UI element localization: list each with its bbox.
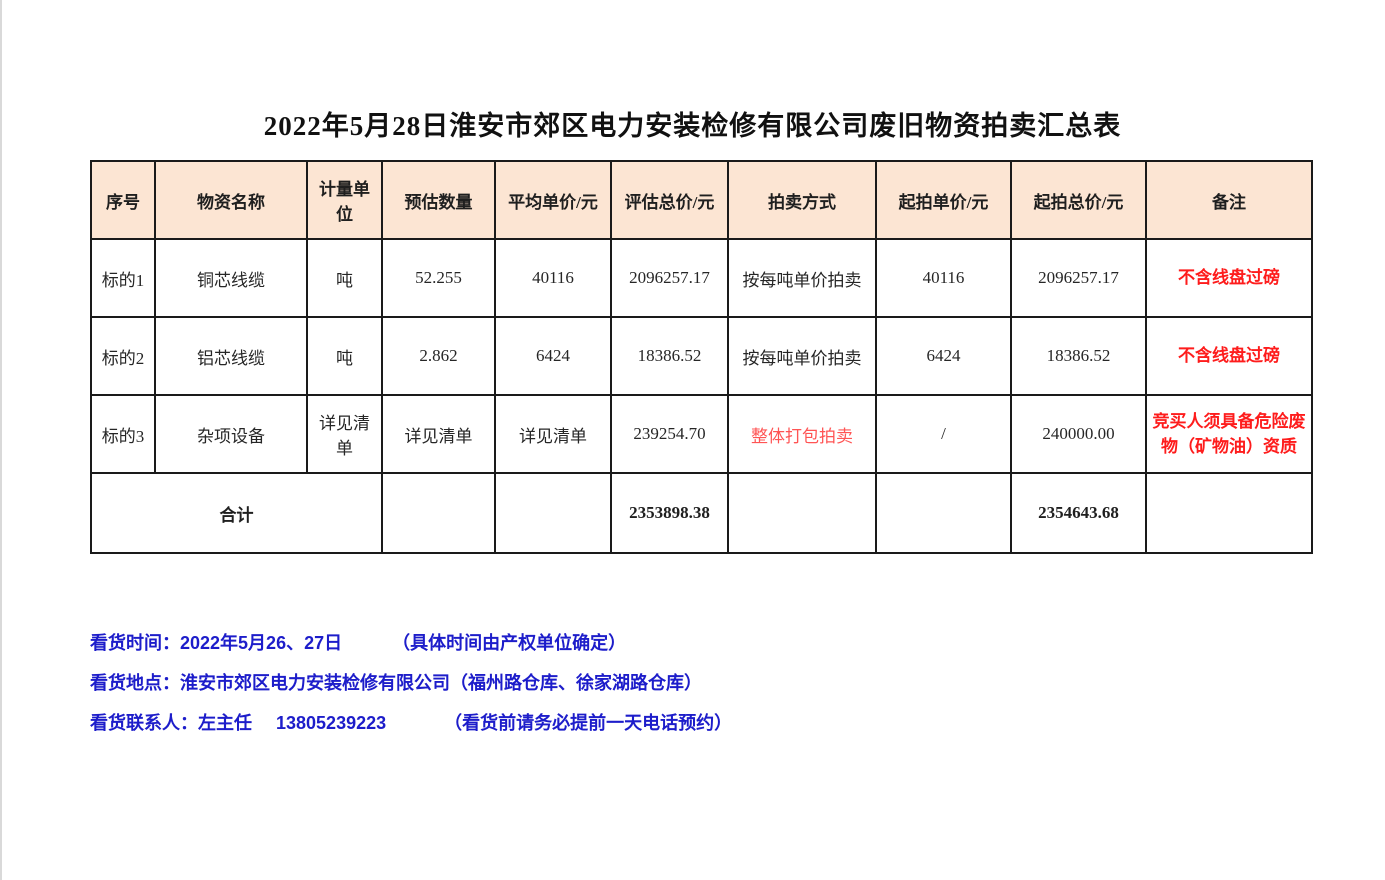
viewing-time-note: （具体时间由产权单位确定）: [392, 633, 627, 653]
contact-note: （看货前请务必提前一天电话预约）: [444, 713, 733, 733]
viewing-time-value: 2022年5月26、27日: [180, 633, 343, 653]
total-assessed-total: 2353898.38: [610, 472, 729, 554]
auction-summary-table: 序号 物资名称 计量单位 预估数量 平均单价/元 评估总价/元 拍卖方式 起拍单…: [90, 160, 1313, 554]
viewing-place-line: 看货地点：淮安市郊区电力安装检修有限公司（福州路仓库、徐家湖路仓库）: [90, 672, 732, 694]
cell-avg-unit-price: 详见清单: [494, 394, 612, 474]
page-title: 2022年5月28日淮安市郊区电力安装检修有限公司废旧物资拍卖汇总表: [263, 111, 1122, 141]
contact-phone: 13805239223: [276, 713, 387, 733]
cell-assessed-total: 2096257.17: [610, 238, 729, 318]
viewing-notes: 看货时间：2022年5月26、27日 （具体时间由产权单位确定） 看货地点：淮安市…: [90, 632, 732, 752]
cell-assessed-total: 239254.70: [610, 394, 729, 474]
cell-material-name: 铝芯线缆: [154, 316, 308, 396]
cell-auction-method: 按每吨单价拍卖: [727, 316, 877, 396]
cell-start-unit-price: 40116: [875, 238, 1012, 318]
viewing-time-line: 看货时间：2022年5月26、27日 （具体时间由产权单位确定）: [90, 632, 732, 654]
contact-name: 左主任: [198, 713, 252, 733]
col-header-start-total-price: 起拍总价/元: [1010, 160, 1147, 240]
page-left-edge: [0, 0, 2, 880]
viewing-time-label: 看货时间：: [90, 633, 180, 653]
cell-start-total-price: 240000.00: [1010, 394, 1147, 474]
viewing-place-value: 淮安市郊区电力安装检修有限公司（福州路仓库、徐家湖路仓库）: [180, 673, 702, 693]
cell-auction-method: 整体打包拍卖: [727, 394, 877, 474]
total-empty-remark: [1145, 472, 1313, 554]
col-header-start-unit-price: 起拍单价/元: [875, 160, 1012, 240]
total-label: 合计: [90, 472, 383, 554]
table-header-row: 序号 物资名称 计量单位 预估数量 平均单价/元 评估总价/元 拍卖方式 起拍单…: [90, 160, 1313, 240]
contact-label: 看货联系人：: [90, 713, 198, 733]
cell-material-name: 杂项设备: [154, 394, 308, 474]
cell-unit: 详见清单: [306, 394, 383, 474]
col-header-seq: 序号: [90, 160, 156, 240]
cell-remark: 竞买人须具备危险废物（矿物油）资质: [1145, 394, 1313, 474]
total-empty-method: [727, 472, 877, 554]
col-header-material-name: 物资名称: [154, 160, 308, 240]
cell-remark: 不含线盘过磅: [1145, 316, 1313, 396]
col-header-auction-method: 拍卖方式: [727, 160, 877, 240]
cell-start-unit-price: /: [875, 394, 1012, 474]
cell-start-unit-price: 6424: [875, 316, 1012, 396]
total-empty-avg-price: [494, 472, 612, 554]
cell-unit: 吨: [306, 238, 383, 318]
viewing-place-label: 看货地点：: [90, 673, 180, 693]
col-header-unit: 计量单位: [306, 160, 383, 240]
table-row-lot1: 标的1 铜芯线缆 吨 52.255 40116 2096257.17 按每吨单价…: [90, 238, 1313, 318]
total-empty-qty: [381, 472, 496, 554]
cell-remark: 不含线盘过磅: [1145, 238, 1313, 318]
col-header-assessed-total: 评估总价/元: [610, 160, 729, 240]
cell-estimated-qty: 52.255: [381, 238, 496, 318]
cell-estimated-qty: 详见清单: [381, 394, 496, 474]
cell-unit: 吨: [306, 316, 383, 396]
cell-seq: 标的2: [90, 316, 156, 396]
total-start-total-price: 2354643.68: [1010, 472, 1147, 554]
table-row-lot3: 标的3 杂项设备 详见清单 详见清单 详见清单 239254.70 整体打包拍卖…: [90, 394, 1313, 474]
cell-start-total-price: 18386.52: [1010, 316, 1147, 396]
cell-assessed-total: 18386.52: [610, 316, 729, 396]
total-empty-start-unit: [875, 472, 1012, 554]
cell-avg-unit-price: 6424: [494, 316, 612, 396]
col-header-remark: 备注: [1145, 160, 1313, 240]
col-header-estimated-qty: 预估数量: [381, 160, 496, 240]
cell-estimated-qty: 2.862: [381, 316, 496, 396]
cell-seq: 标的3: [90, 394, 156, 474]
table-total-row: 合计 2353898.38 2354643.68: [90, 472, 1313, 554]
cell-auction-method: 按每吨单价拍卖: [727, 238, 877, 318]
table-row-lot2: 标的2 铝芯线缆 吨 2.862 6424 18386.52 按每吨单价拍卖 6…: [90, 316, 1313, 396]
cell-seq: 标的1: [90, 238, 156, 318]
cell-material-name: 铜芯线缆: [154, 238, 308, 318]
cell-start-total-price: 2096257.17: [1010, 238, 1147, 318]
viewing-contact-line: 看货联系人：左主任 13805239223 （看货前请务必提前一天电话预约）: [90, 712, 732, 734]
col-header-avg-unit-price: 平均单价/元: [494, 160, 612, 240]
cell-avg-unit-price: 40116: [494, 238, 612, 318]
